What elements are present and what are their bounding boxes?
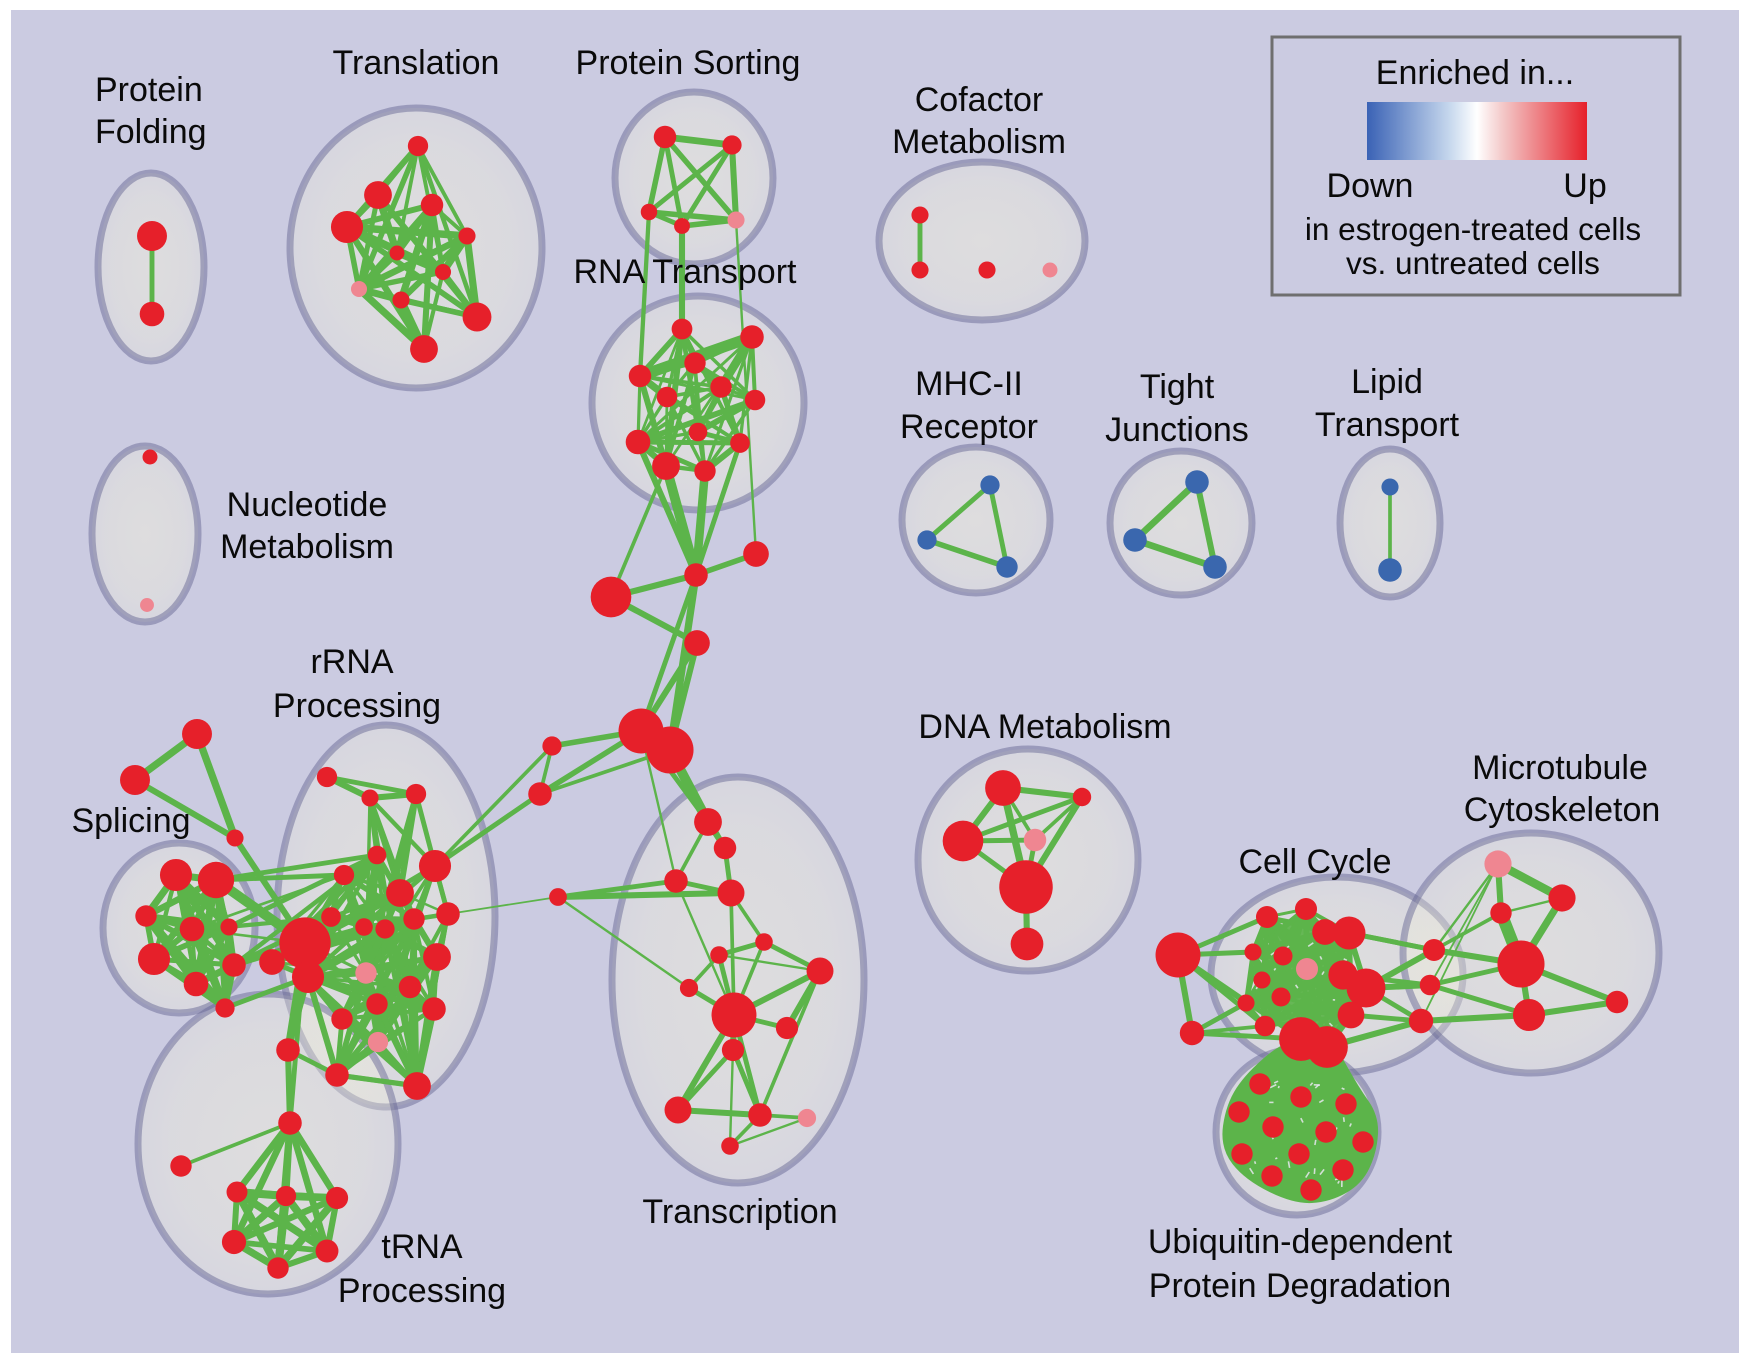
svg-text:Folding: Folding [95,113,207,151]
svg-text:Up: Up [1563,167,1606,205]
svg-text:Transcription: Transcription [642,1193,837,1231]
svg-text:Transport: Transport [1315,406,1460,444]
svg-text:Protein Degradation: Protein Degradation [1149,1267,1451,1305]
svg-text:Receptor: Receptor [900,408,1038,446]
svg-text:Enriched in...: Enriched in... [1376,54,1574,92]
svg-text:Lipid: Lipid [1351,363,1423,401]
svg-text:Translation: Translation [333,44,500,82]
svg-text:tRNA: tRNA [381,1228,463,1266]
svg-text:in estrogen-treated cells: in estrogen-treated cells [1305,211,1641,247]
svg-text:Protein Sorting: Protein Sorting [576,44,801,82]
svg-text:Processing: Processing [338,1272,506,1310]
svg-text:MHC-II: MHC-II [915,365,1023,403]
svg-text:vs. untreated cells: vs. untreated cells [1346,245,1600,281]
svg-text:Junctions: Junctions [1105,411,1249,449]
svg-text:Down: Down [1327,167,1414,205]
svg-text:Nucleotide: Nucleotide [227,486,388,524]
svg-text:Splicing: Splicing [71,802,190,840]
svg-text:RNA Transport: RNA Transport [574,253,798,291]
svg-text:Metabolism: Metabolism [892,123,1066,161]
svg-text:rRNA: rRNA [310,643,393,681]
svg-text:Protein: Protein [95,71,203,109]
svg-text:Metabolism: Metabolism [220,528,394,566]
svg-text:Ubiquitin-dependent: Ubiquitin-dependent [1148,1223,1453,1261]
svg-text:Cytoskeleton: Cytoskeleton [1464,791,1661,829]
svg-text:DNA Metabolism: DNA Metabolism [918,708,1171,746]
svg-text:Microtubule: Microtubule [1472,749,1648,787]
svg-text:Tight: Tight [1140,368,1215,406]
svg-text:Processing: Processing [273,687,441,725]
svg-text:Cofactor: Cofactor [915,81,1044,119]
svg-text:Cell Cycle: Cell Cycle [1238,843,1391,881]
